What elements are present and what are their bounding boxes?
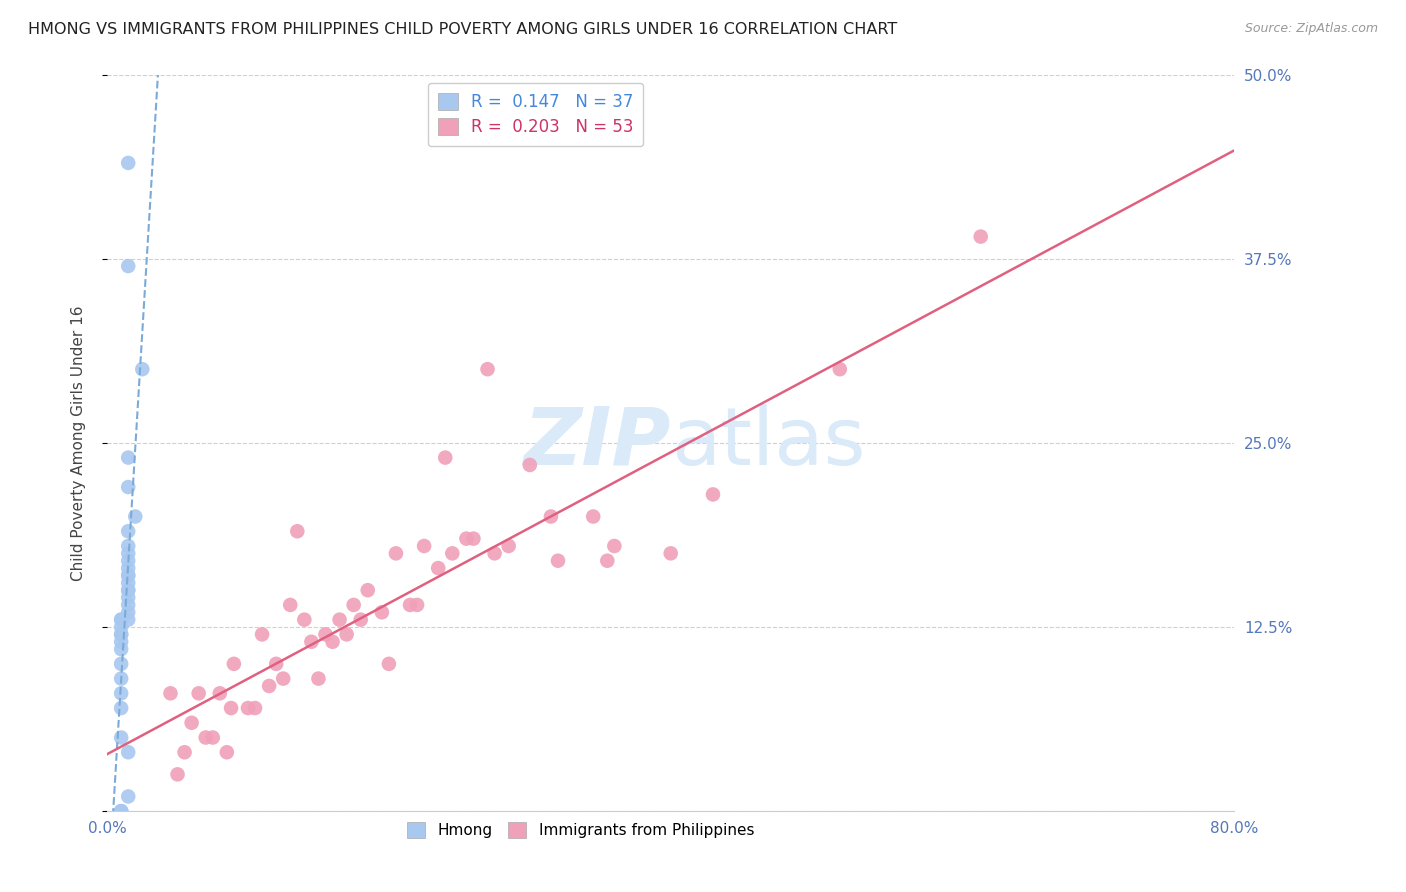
Point <box>406 598 429 612</box>
Point <box>596 554 619 568</box>
Point <box>371 605 394 619</box>
Point <box>117 539 139 553</box>
Point <box>547 554 569 568</box>
Point <box>399 598 422 612</box>
Point <box>117 480 139 494</box>
Point <box>159 686 181 700</box>
Point <box>117 591 139 605</box>
Point <box>828 362 851 376</box>
Point <box>173 745 195 759</box>
Point <box>222 657 245 671</box>
Point <box>257 679 280 693</box>
Point <box>243 701 266 715</box>
Point <box>477 362 499 376</box>
Point <box>307 672 329 686</box>
Legend: Hmong, Immigrants from Philippines: Hmong, Immigrants from Philippines <box>401 816 761 844</box>
Point <box>278 598 301 612</box>
Point <box>441 546 464 560</box>
Point <box>434 450 457 465</box>
Point <box>498 539 520 553</box>
Point <box>166 767 188 781</box>
Point <box>322 634 344 648</box>
Point <box>117 583 139 598</box>
Point <box>582 509 605 524</box>
Point <box>970 229 993 244</box>
Point <box>110 804 132 818</box>
Point <box>350 613 373 627</box>
Point <box>378 657 401 671</box>
Point <box>117 561 139 575</box>
Point <box>117 575 139 590</box>
Point <box>357 583 380 598</box>
Text: ZIP: ZIP <box>523 404 671 482</box>
Point <box>117 450 139 465</box>
Y-axis label: Child Poverty Among Girls Under 16: Child Poverty Among Girls Under 16 <box>72 305 86 581</box>
Point <box>659 546 682 560</box>
Point <box>540 509 562 524</box>
Point <box>117 568 139 582</box>
Point <box>194 731 217 745</box>
Point <box>131 362 153 376</box>
Point <box>110 657 132 671</box>
Point <box>285 524 308 539</box>
Point <box>463 532 485 546</box>
Point <box>187 686 209 700</box>
Point <box>117 613 139 627</box>
Point <box>110 731 132 745</box>
Point <box>110 804 132 818</box>
Point <box>299 634 322 648</box>
Point <box>124 509 146 524</box>
Text: HMONG VS IMMIGRANTS FROM PHILIPPINES CHILD POVERTY AMONG GIRLS UNDER 16 CORRELAT: HMONG VS IMMIGRANTS FROM PHILIPPINES CHI… <box>28 22 897 37</box>
Point <box>215 745 238 759</box>
Point <box>110 634 132 648</box>
Point <box>236 701 259 715</box>
Point <box>264 657 287 671</box>
Point <box>219 701 242 715</box>
Point <box>314 627 336 641</box>
Point <box>110 613 132 627</box>
Point <box>250 627 273 641</box>
Point <box>110 613 132 627</box>
Point <box>519 458 541 472</box>
Point <box>110 627 132 641</box>
Point <box>292 613 315 627</box>
Point <box>110 672 132 686</box>
Point <box>117 605 139 619</box>
Point <box>336 627 359 641</box>
Point <box>110 804 132 818</box>
Point <box>343 598 366 612</box>
Point <box>180 715 202 730</box>
Point <box>117 524 139 539</box>
Point <box>117 583 139 598</box>
Point <box>603 539 626 553</box>
Point <box>117 568 139 582</box>
Point <box>110 620 132 634</box>
Point <box>329 613 352 627</box>
Point <box>117 156 139 170</box>
Point <box>117 259 139 273</box>
Point <box>110 701 132 715</box>
Point <box>201 731 224 745</box>
Point <box>110 642 132 657</box>
Point <box>702 487 724 501</box>
Point <box>385 546 408 560</box>
Point <box>117 546 139 560</box>
Point <box>117 789 139 804</box>
Point <box>117 598 139 612</box>
Text: Source: ZipAtlas.com: Source: ZipAtlas.com <box>1244 22 1378 36</box>
Point <box>208 686 231 700</box>
Point <box>456 532 478 546</box>
Point <box>271 672 294 686</box>
Point <box>413 539 436 553</box>
Point <box>110 686 132 700</box>
Text: atlas: atlas <box>671 404 865 482</box>
Point <box>117 554 139 568</box>
Point <box>427 561 450 575</box>
Point <box>484 546 506 560</box>
Point <box>117 745 139 759</box>
Point <box>110 627 132 641</box>
